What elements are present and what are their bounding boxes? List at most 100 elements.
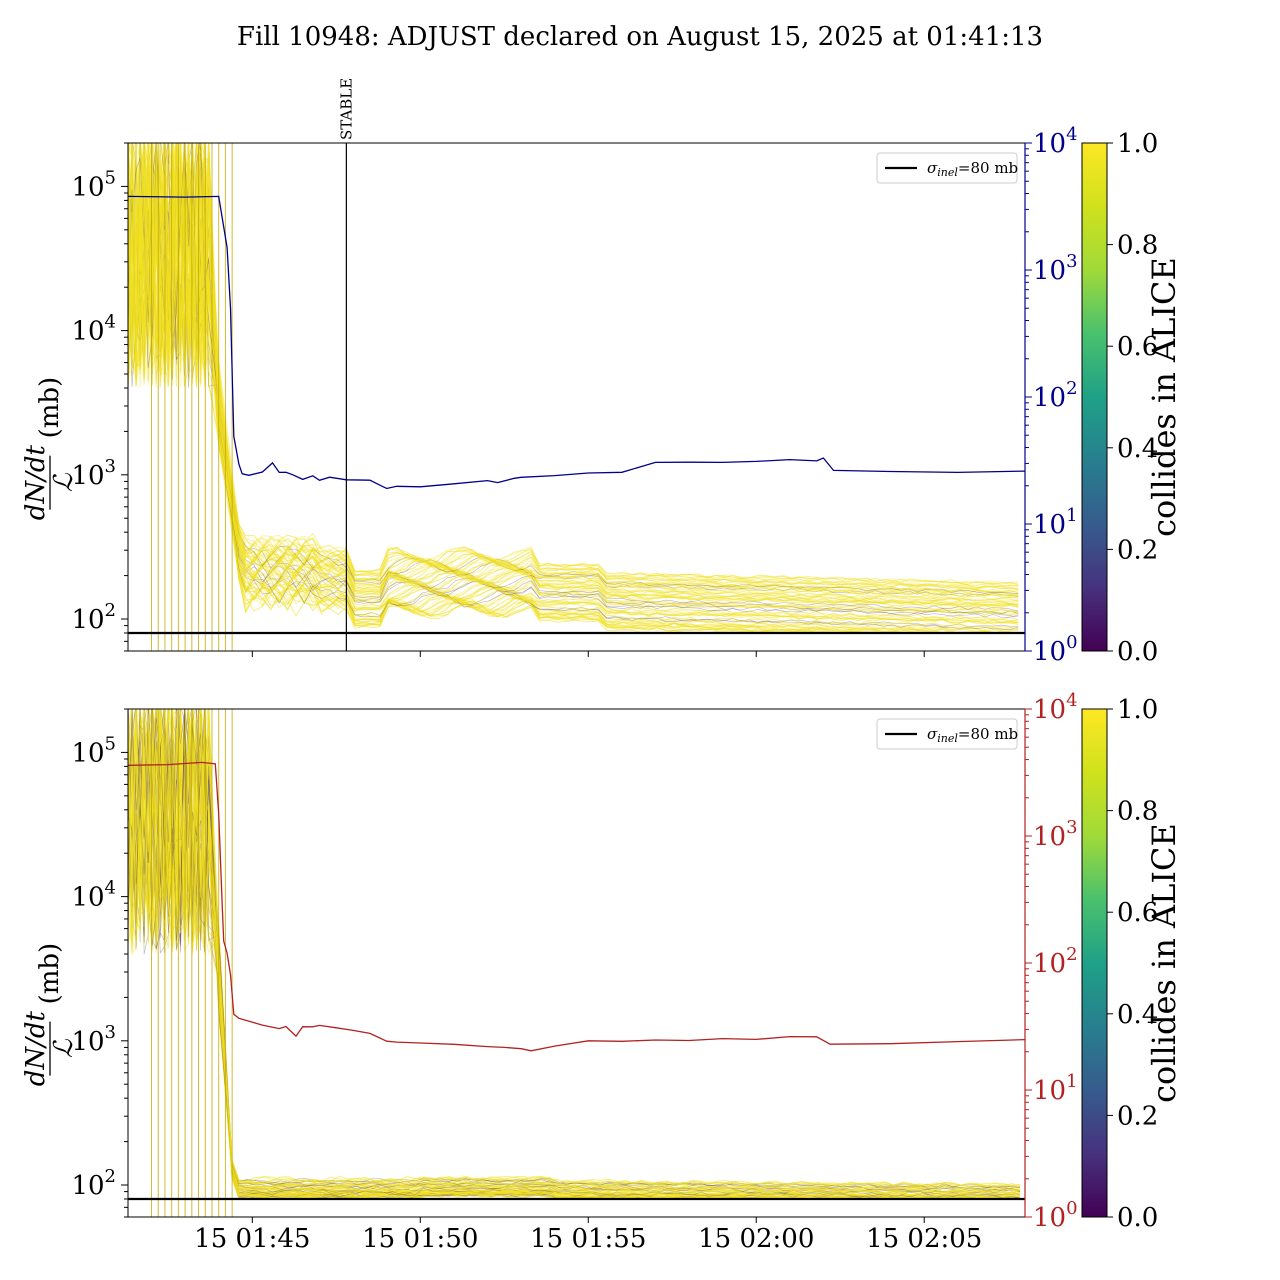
- bunch-curve: [128, 716, 1021, 1195]
- bunch-curve: [128, 143, 1019, 585]
- bunch-curve: [128, 709, 1020, 1200]
- right-tick-label: 102: [1033, 944, 1078, 979]
- x-tick-label: 15 02:05: [866, 1224, 982, 1254]
- left-tick-label: 102: [71, 600, 116, 635]
- bunch-curve: [128, 709, 1021, 1198]
- bunch-curve: [128, 709, 1020, 1200]
- left-tick-label: 104: [71, 312, 116, 347]
- x-axis: 15 01:45 15 01:50 15 01:55 15 02:00 15 02:05: [194, 1217, 982, 1254]
- bunch-curve: [128, 709, 1021, 1200]
- colorbar-tick-label: 0.4: [1117, 434, 1158, 464]
- bunch-curve: [128, 143, 1019, 612]
- bunch-curve: [128, 709, 1021, 1195]
- legend-box: [876, 152, 1018, 184]
- bunch-curve: [128, 709, 1021, 1200]
- bunch-curve: [128, 143, 1019, 594]
- colorbar-tick-label: 1.0: [1117, 695, 1158, 725]
- bunch-curve: [128, 709, 1021, 1199]
- y-label-denominator: ℒ: [49, 472, 79, 492]
- colorbar-gradient: [1081, 708, 1108, 1218]
- bunch-curve: [128, 709, 1021, 1198]
- bunch-curve: [128, 709, 1021, 1188]
- colorbar-tick-label: 1.0: [1117, 129, 1158, 159]
- bunch-curve: [128, 709, 1021, 1200]
- bunch-curve: [128, 709, 1021, 1196]
- bunch-curve: [128, 709, 1020, 1200]
- bunch-curves: [128, 709, 1021, 1200]
- bunch-curve: [128, 709, 1021, 1199]
- bunch-curve: [128, 714, 1020, 1200]
- bunch-curve: [128, 709, 1020, 1200]
- y-label-numerator: dN/dt: [21, 444, 51, 520]
- bunch-curve: [128, 143, 1019, 605]
- bunch-curve: [128, 143, 1019, 602]
- y-label-unit: (mb): [35, 377, 65, 439]
- bunch-curve: [128, 709, 1020, 1200]
- bunch-curve: [128, 709, 1020, 1200]
- bunch-curve: [128, 709, 1021, 1200]
- bunch-curve: [128, 709, 1021, 1197]
- colorbar-tick-label: 0.8: [1117, 231, 1158, 261]
- bunch-curve: [128, 145, 1019, 603]
- bunch-curve: [128, 143, 1019, 597]
- x-tick-label: 15 01:45: [194, 1224, 310, 1254]
- bunch-curve: [128, 143, 1019, 591]
- bunch-curve: [128, 143, 1019, 589]
- legend-label: σinel=80 mb: [927, 725, 1018, 745]
- bunch-curve: [128, 709, 1021, 1200]
- bunch-curve: [128, 709, 1020, 1200]
- bunch-curve: [128, 709, 1021, 1192]
- bunch-curve: [128, 709, 1021, 1193]
- early-vertical-lines: [151, 709, 233, 1217]
- colorbar-gradient: [1081, 142, 1108, 652]
- bunch-curve: [131, 709, 1021, 1190]
- bunch-curve: [128, 143, 1019, 594]
- bunch-curve: [128, 709, 1021, 1198]
- left-tick-label: 103: [71, 1022, 116, 1057]
- bunch-curve: [128, 709, 1021, 1200]
- bunch-curve: [128, 709, 1021, 1189]
- bunch-curve: [128, 709, 1020, 1200]
- bunch-curve: [128, 709, 1021, 1195]
- y-axis-label: dN/dtℒ (mb): [21, 943, 79, 1086]
- bunch-curve: [128, 709, 1020, 1200]
- bunch-curve: [131, 709, 1021, 1190]
- x-tick-label: 15 02:00: [698, 1224, 814, 1254]
- secondary-series-line: [128, 195, 1025, 490]
- right-tick-label: 102: [1033, 378, 1078, 413]
- bunch-curve: [128, 143, 1019, 593]
- y-axis-label: dN/dtℒ (mb): [21, 377, 79, 520]
- bunch-curve: [128, 713, 1021, 1196]
- bunch-curve: [128, 143, 1019, 599]
- legend: σinel=80 mb: [876, 152, 1018, 184]
- bunch-curve: [128, 143, 1019, 586]
- bunch-curve: [128, 709, 1021, 1194]
- x-axis: [251, 651, 925, 657]
- bunch-curve: [128, 709, 1021, 1199]
- figure-title: Fill 10948: ADJUST declared on August 15…: [237, 22, 1043, 52]
- plot-area: [128, 143, 1025, 651]
- y-label-denominator: ℒ: [49, 1038, 79, 1058]
- bunch-curve: [128, 709, 1021, 1198]
- colorbar: 0.0 0.2 0.4 0.6 0.8 1.0 collides in ALICE: [1081, 129, 1183, 667]
- bunch-curve: [128, 709, 1021, 1188]
- bunch-curve: [128, 709, 1021, 1198]
- bunch-curve: [128, 143, 1019, 605]
- bunch-curve: [128, 143, 1019, 587]
- top-panel: STABLE 102 103 104 105 100 101 102 103 104 dN/dtℒ (…: [21, 78, 1183, 667]
- bunch-curve: [128, 709, 1020, 1200]
- colorbar-tick-label: 0.2: [1117, 535, 1158, 565]
- right-tick-label: 101: [1033, 1071, 1078, 1106]
- secondary-series-line: [128, 761, 1025, 1052]
- early-vertical-lines: [151, 143, 233, 651]
- bunch-curve: [128, 709, 1020, 1200]
- bunch-curve: [128, 143, 1019, 595]
- y-label-numerator: dN/dt: [21, 1010, 51, 1086]
- bunch-curve: [128, 715, 1020, 1200]
- bunch-curve: [128, 143, 1019, 613]
- bunch-curve: [128, 143, 1019, 616]
- bunch-curve: [128, 715, 1020, 1200]
- bunch-curve: [128, 709, 1021, 1193]
- bunch-curve: [128, 143, 1019, 597]
